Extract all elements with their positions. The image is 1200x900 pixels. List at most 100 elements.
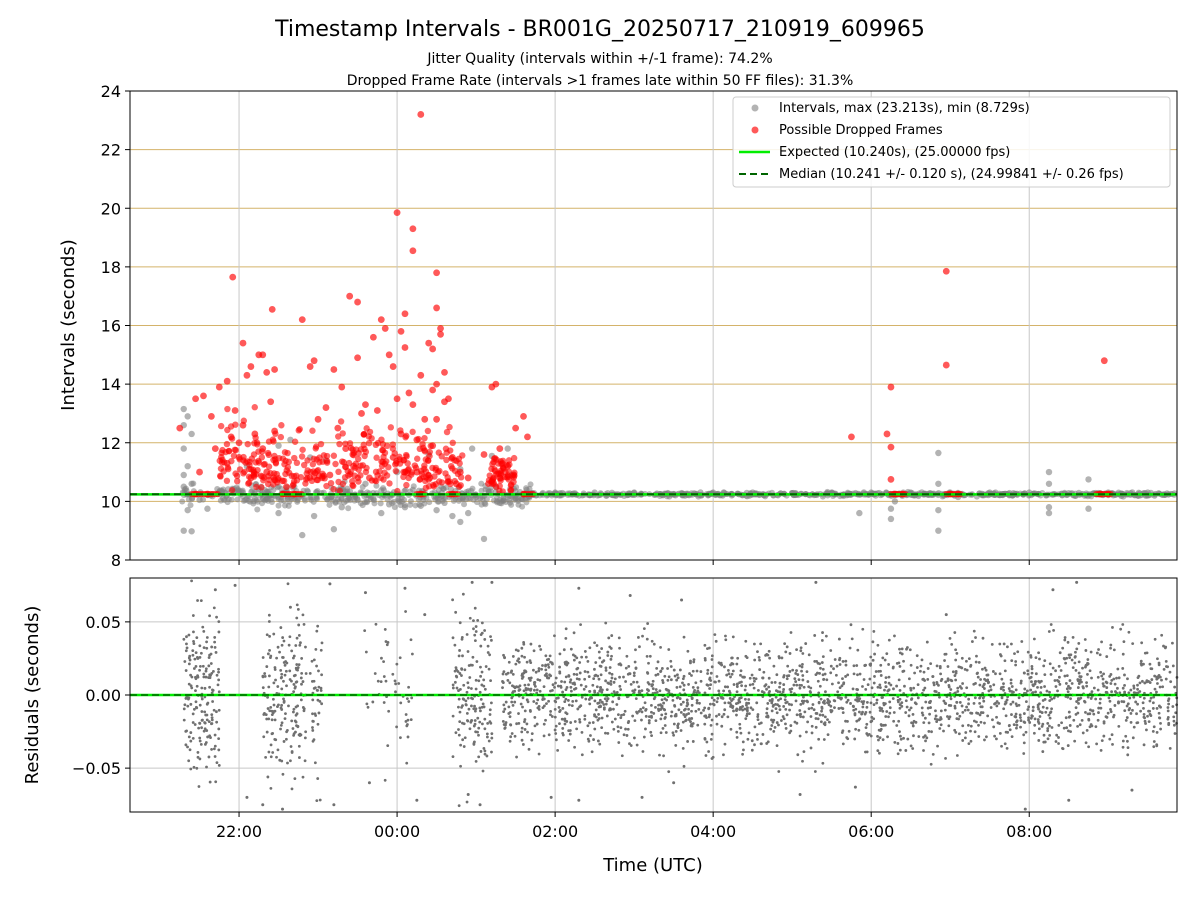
residual-point (1101, 677, 1105, 681)
residual-point (1081, 666, 1084, 670)
residual-point (799, 702, 803, 706)
residual-point (695, 701, 699, 705)
residual-point (457, 804, 461, 808)
residual-point (1113, 704, 1117, 707)
residual-point (558, 710, 562, 714)
residual-point (597, 713, 600, 716)
residual-point (478, 803, 482, 807)
residual-point (451, 598, 455, 602)
residual-point (215, 615, 218, 619)
residual-point (189, 702, 193, 706)
residual-point (1010, 685, 1014, 688)
dropped-frame-point (270, 456, 277, 464)
residual-point (483, 752, 487, 756)
residual-point (1009, 702, 1013, 706)
residual-point (548, 654, 552, 658)
residual-point (609, 682, 613, 686)
residual-point (363, 629, 367, 632)
residual-point (878, 683, 882, 687)
interval-point (184, 413, 191, 420)
residual-point (966, 708, 970, 712)
residual-point (454, 731, 458, 735)
residual-point (1034, 656, 1038, 660)
residual-point (482, 678, 486, 682)
residual-point (273, 718, 277, 722)
residual-point (868, 677, 872, 681)
residual-point (884, 681, 887, 684)
dropped-frame-point (401, 344, 409, 351)
residual-point (785, 674, 789, 678)
residual-point (537, 707, 541, 711)
residual-point (584, 655, 588, 659)
residual-point (1019, 716, 1022, 719)
residual-point (187, 682, 191, 686)
residual-point (513, 686, 517, 690)
residual-point (1125, 716, 1129, 719)
residual-point (266, 652, 270, 656)
dropped-frame-point (507, 482, 515, 489)
residual-point (861, 705, 865, 709)
residual-point (213, 744, 217, 748)
residual-point (794, 699, 798, 703)
residual-point (1081, 731, 1085, 735)
residual-point (577, 586, 581, 590)
residual-point (756, 715, 760, 719)
residual-point (399, 736, 402, 740)
residual-point (267, 750, 271, 754)
residual-point (800, 699, 804, 703)
residual-point (1100, 739, 1104, 743)
residual-point (764, 653, 767, 657)
residual-point (606, 681, 610, 685)
dropped-frame-point (355, 449, 362, 457)
residual-point (644, 714, 648, 718)
residual-point (651, 683, 655, 687)
residual-point (825, 678, 829, 682)
residual-point (565, 712, 569, 716)
residual-point (624, 727, 627, 731)
residual-point (898, 748, 902, 752)
residual-point (896, 742, 900, 745)
residual-point (900, 647, 904, 651)
residual-point (745, 703, 748, 707)
residual-point (261, 803, 265, 807)
residual-point (558, 670, 562, 674)
residual-point (480, 705, 484, 709)
residual-point (826, 699, 830, 702)
dropped-frame-point (271, 427, 279, 435)
dropped-frame-point (235, 454, 243, 461)
residual-point (713, 680, 717, 684)
residual-point (269, 743, 273, 747)
dropped-frame-point (432, 481, 440, 488)
residual-point (784, 727, 788, 730)
residual-point (586, 724, 590, 728)
residual-point (964, 731, 968, 734)
dropped-frame-point (176, 424, 184, 432)
residual-point (1151, 707, 1155, 710)
residual-point (1117, 724, 1121, 728)
interval-point (504, 445, 511, 452)
dropped-frame-point (207, 412, 215, 420)
residual-point (684, 707, 687, 711)
residual-point (931, 675, 935, 678)
residual-point (699, 679, 703, 683)
residual-point (1037, 727, 1041, 731)
residual-point (783, 698, 787, 702)
residual-point (1026, 708, 1030, 711)
residual-point (846, 673, 850, 677)
residual-point (617, 741, 621, 744)
residual-point (475, 660, 479, 663)
residual-point (1073, 655, 1077, 658)
residual-point (722, 712, 726, 716)
residual-point (516, 685, 520, 689)
residual-point (978, 713, 982, 717)
residual-point (1166, 699, 1170, 703)
residual-point (282, 740, 286, 743)
residual-point (810, 724, 814, 728)
residual-point (578, 720, 582, 724)
interval-point (935, 506, 942, 514)
residual-point (646, 681, 650, 684)
residual-point (285, 684, 288, 688)
interval-point (1045, 504, 1053, 511)
residual-point (583, 714, 587, 718)
residual-point (451, 714, 455, 718)
